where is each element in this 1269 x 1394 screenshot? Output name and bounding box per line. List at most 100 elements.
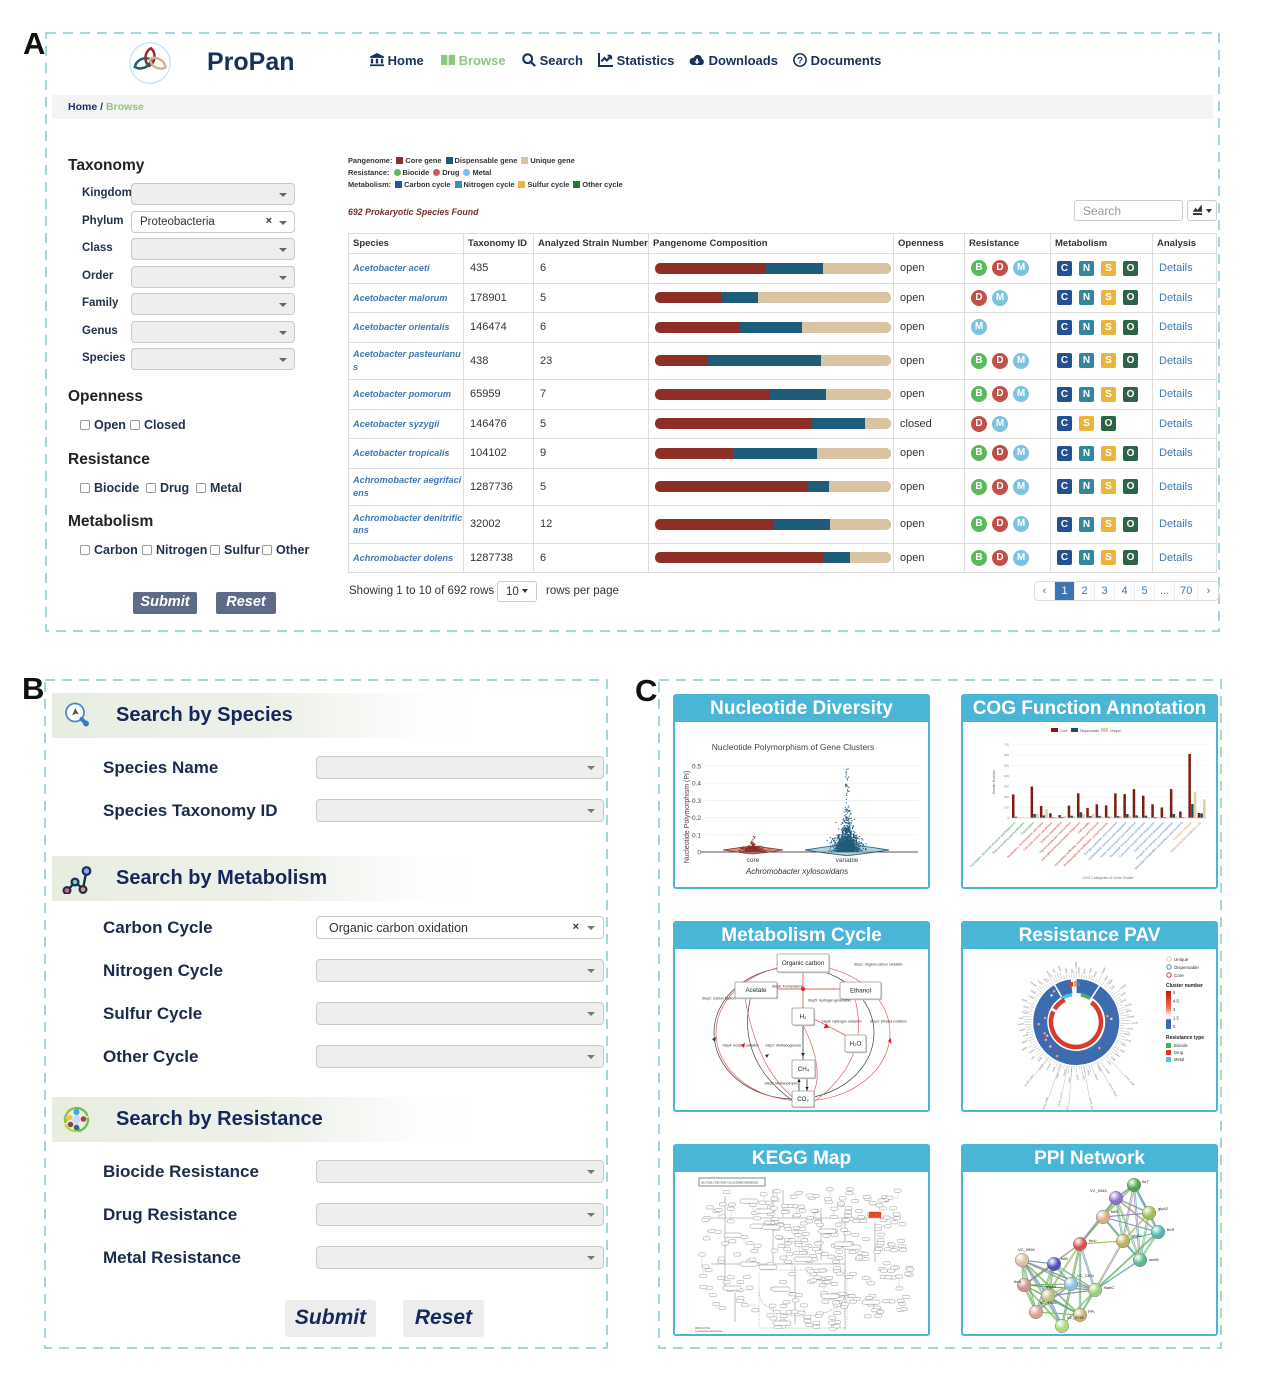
svg-text:emrA_acrB: emrA_acrB — [1089, 1098, 1095, 1112]
svg-text:0.4: 0.4 — [692, 781, 701, 788]
svg-text:vanR: vanR — [1105, 1068, 1112, 1075]
svg-text:thrA: thrA — [1014, 1279, 1022, 1284]
svg-text:vanR: vanR — [1017, 1022, 1023, 1026]
svg-text:baeR: baeR — [1131, 1021, 1137, 1025]
svg-text:mexW: mexW — [1127, 1014, 1135, 1019]
svg-text:acrB: acrB — [1127, 1026, 1133, 1031]
svg-text:arsB: arsB — [1067, 1077, 1072, 1083]
svg-text:emrA: emrA — [1125, 1037, 1132, 1043]
svg-text:acrB: acrB — [1057, 965, 1063, 972]
svg-text:0.5: 0.5 — [692, 764, 701, 771]
svg-text:Biocide: Biocide — [1174, 1043, 1188, 1048]
svg-text:NahC: NahC — [1104, 1285, 1114, 1290]
svg-text:glyA3: glyA3 — [1046, 1284, 1057, 1289]
svg-text:0: 0 — [1007, 816, 1009, 820]
svg-text:mexD: mexD — [1124, 1002, 1132, 1008]
svg-text:0.1: 0.1 — [692, 832, 701, 839]
svg-text:thrU: thrU — [1089, 1238, 1097, 1243]
svg-text:Core: Core — [1060, 729, 1068, 733]
svg-text:adeJ: adeJ — [1103, 974, 1110, 981]
svg-text:arsB: arsB — [1021, 1045, 1028, 1051]
svg-text:mdtB: mdtB — [1027, 994, 1034, 1001]
svg-text:1.5: 1.5 — [1173, 1016, 1179, 1021]
svg-text:0: 0 — [1173, 1024, 1176, 1029]
svg-text:folB: folB — [1061, 1256, 1068, 1261]
svg-text:3: 3 — [1173, 1007, 1176, 1012]
svg-text:VC_0990: VC_0990 — [1018, 1247, 1035, 1252]
svg-text:CO₂: CO₂ — [797, 1096, 809, 1103]
svg-text:Step9: Methanotrophy: Step9: Methanotrophy — [765, 1082, 799, 1086]
svg-text:tolC: tolC — [1070, 969, 1074, 974]
svg-text:COG Categories of Gene Cluster: COG Categories of Gene Cluster — [1082, 876, 1134, 880]
svg-text:VC_0445: VC_0445 — [1090, 1188, 1107, 1193]
svg-text:0.2: 0.2 — [692, 815, 701, 822]
svg-text:6: 6 — [1173, 990, 1176, 995]
svg-text:Dispensable: Dispensable — [1174, 965, 1199, 970]
svg-text:mexW: mexW — [1029, 980, 1038, 988]
svg-text:100: 100 — [1004, 806, 1009, 810]
svg-text:VC_0736: VC_0736 — [1067, 1315, 1084, 1320]
svg-text:arsB: arsB — [1051, 1066, 1057, 1073]
svg-text:Step4: Acetate oxidation: Step4: Acetate oxidation — [723, 1044, 760, 1048]
svg-text:500: 500 — [1004, 764, 1009, 768]
svg-text:baeR: baeR — [1022, 1010, 1029, 1015]
svg-text:core: core — [747, 857, 760, 864]
svg-text:Step5: Hydrogen generation: Step5: Hydrogen generation — [808, 999, 851, 1003]
svg-text:GLYCOLYSIS AND GLUCONEOGENESIS: GLYCOLYSIS AND GLUCONEOGENESIS — [701, 1181, 758, 1185]
svg-text:glyA1: glyA1 — [1132, 1233, 1143, 1238]
svg-text:Nucleotide Polymorphism of Gen: Nucleotide Polymorphism of Gene Clusters — [712, 742, 875, 752]
svg-text:fdtD: fdtD — [1111, 1209, 1118, 1214]
svg-text:glyA2: glyA2 — [1158, 1206, 1169, 1211]
svg-text:Resistance type: Resistance type — [1166, 1035, 1204, 1041]
svg-text:Translation, ribosomal structu: Translation, ribosomal structure and bio… — [969, 821, 1017, 869]
svg-text:VC_2362: VC_2362 — [1040, 1300, 1057, 1305]
svg-text:cpxA: cpxA — [1082, 968, 1087, 975]
svg-text:400: 400 — [1004, 774, 1009, 778]
svg-text:Ethanol: Ethanol — [850, 988, 871, 995]
svg-text:arsB: arsB — [1036, 1056, 1043, 1063]
svg-text:Step3: Ethanol oxidation: Step3: Ethanol oxidation — [870, 1020, 907, 1024]
svg-text:Metal: Metal — [1174, 1057, 1184, 1062]
svg-text:tolC: tolC — [1030, 1054, 1036, 1060]
svg-text:tolC: tolC — [1110, 984, 1116, 990]
svg-text:cpxA: cpxA — [1076, 1074, 1080, 1080]
svg-text:tolC: tolC — [1120, 1048, 1126, 1054]
svg-text:adeJ: adeJ — [1114, 1052, 1121, 1059]
svg-text:Dispensable: Dispensable — [1080, 729, 1099, 733]
svg-text:arsB: arsB — [1110, 1055, 1117, 1062]
svg-text:emrA: emrA — [1092, 970, 1098, 978]
svg-text:Step1: Organic carbon oxidatio: Step1: Organic carbon oxidation — [854, 963, 903, 967]
svg-text:Cluster number: Cluster number — [1166, 983, 1203, 989]
svg-text:adeJ: adeJ — [1021, 1038, 1028, 1044]
svg-text:Unique: Unique — [1110, 729, 1121, 733]
svg-text:vanR: vanR — [1019, 1027, 1026, 1032]
svg-text:Acetate: Acetate — [746, 987, 768, 994]
svg-text:macB: macB — [1096, 1064, 1103, 1072]
svg-text:4.5: 4.5 — [1173, 999, 1179, 1004]
svg-text:Step7: Methanogenesis: Step7: Methanogenesis — [766, 1044, 802, 1048]
svg-text:Core: Core — [1174, 973, 1184, 978]
svg-text:200: 200 — [1004, 795, 1009, 799]
svg-text:arsB: arsB — [1023, 1004, 1029, 1009]
svg-text:00010 6/24/21: 00010 6/24/21 — [695, 1327, 711, 1330]
svg-text:adeJ: adeJ — [1088, 967, 1094, 974]
svg-text:mexD: mexD — [1119, 997, 1127, 1003]
svg-text:tolC: tolC — [1051, 968, 1057, 974]
svg-text:tolC: tolC — [1082, 1075, 1087, 1080]
svg-text:Drug: Drug — [1174, 1050, 1184, 1055]
svg-text:PPI: PPI — [1088, 1309, 1094, 1314]
svg-text:Step8: Hydrogen oxidation: Step8: Hydrogen oxidation — [822, 1020, 862, 1024]
svg-text:emrA: emrA — [1124, 1031, 1131, 1036]
svg-text:mexD_cpxA: mexD_cpxA — [1057, 1092, 1064, 1107]
svg-text:smeE: smeE — [1119, 983, 1127, 990]
svg-text:600: 600 — [1004, 753, 1009, 757]
svg-text:thrR: thrR — [1167, 1227, 1175, 1232]
svg-text:arsB: arsB — [1022, 1032, 1028, 1037]
svg-text:0.3: 0.3 — [692, 798, 701, 805]
svg-text:Achromobacter xylosoxidans: Achromobacter xylosoxidans — [745, 867, 848, 876]
svg-text:700: 700 — [1004, 743, 1009, 747]
svg-text:baeR: baeR — [1076, 967, 1080, 974]
svg-text:0: 0 — [697, 850, 701, 857]
svg-text:mdtC: mdtC — [1120, 1042, 1127, 1048]
svg-text:macB: macB — [1074, 962, 1078, 969]
